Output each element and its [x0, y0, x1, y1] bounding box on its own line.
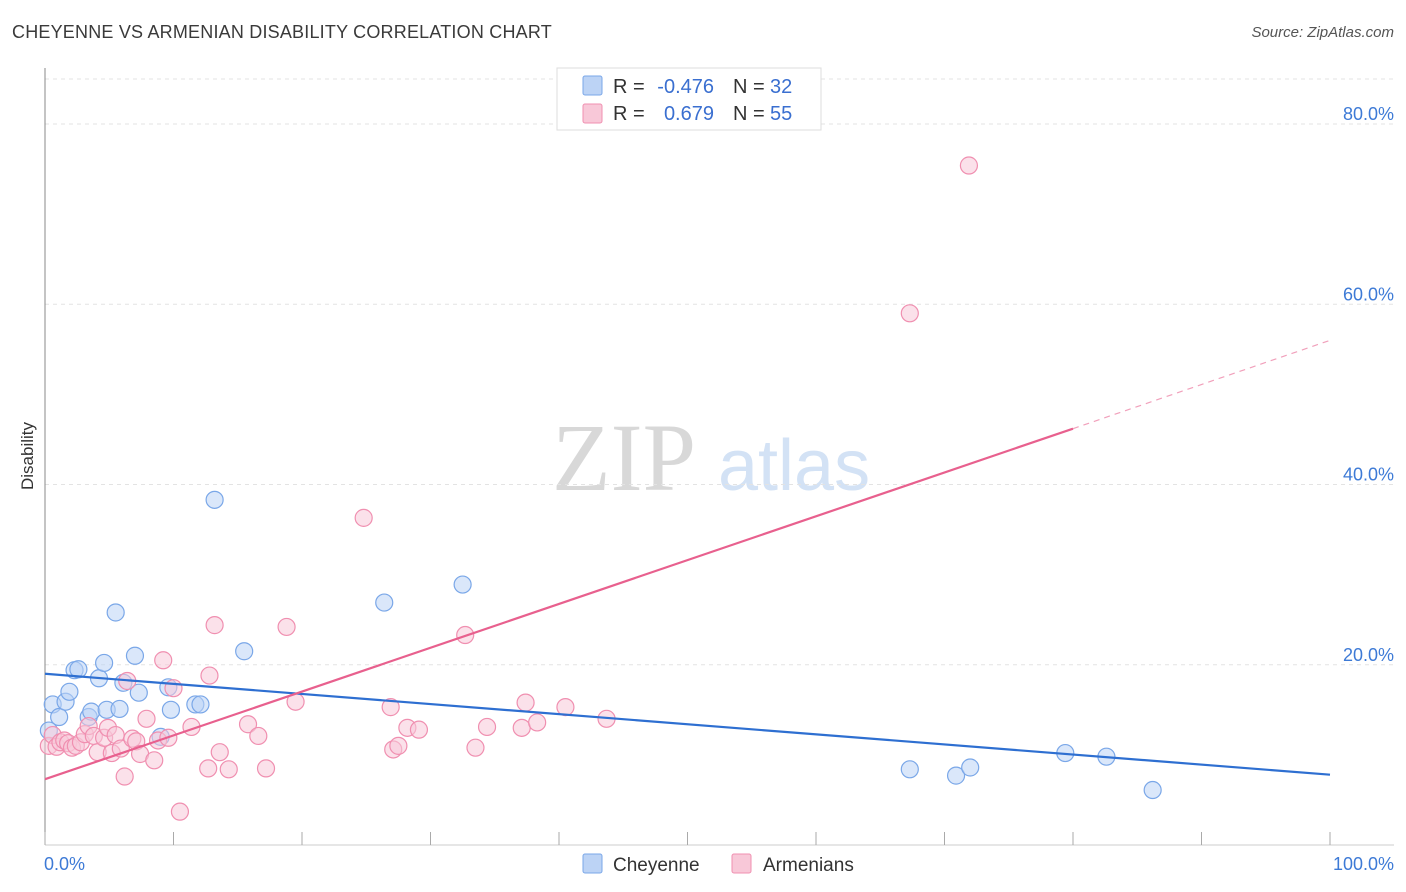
y-tick-label: 60.0% — [1343, 284, 1394, 304]
stats-r-value-armenians: 0.679 — [664, 103, 714, 125]
legend-swatch-cheyenne — [583, 854, 602, 873]
point-armenians — [155, 652, 172, 669]
point-armenians — [390, 737, 407, 754]
point-cheyenne — [901, 761, 918, 778]
point-cheyenne — [61, 683, 78, 700]
point-armenians — [529, 714, 546, 731]
legend-label-armenians: Armenians — [763, 855, 854, 876]
point-armenians — [200, 760, 217, 777]
scatter-chart: ZIP atlas 20.0% 40.0% 60.0% 80.0% 0.0% 100.… — [0, 0, 1406, 892]
y-tick-labels: 20.0% 40.0% 60.0% 80.0% — [1343, 104, 1394, 665]
point-armenians — [513, 719, 530, 736]
point-armenians — [410, 721, 427, 738]
point-cheyenne — [1144, 782, 1161, 799]
stats-r-value-cheyenne: -0.476 — [657, 76, 714, 98]
y-axis-title: Disability — [18, 421, 37, 490]
point-armenians — [146, 752, 163, 769]
point-armenians — [171, 803, 188, 820]
point-armenians — [165, 680, 182, 697]
trend-line-cheyenne — [45, 674, 1330, 775]
stats-n-label-cheyenne: N = — [733, 76, 765, 98]
point-cheyenne — [111, 700, 128, 717]
point-cheyenne — [96, 654, 113, 671]
x-ticks — [45, 832, 1330, 845]
point-armenians — [220, 761, 237, 778]
point-armenians — [467, 739, 484, 756]
point-armenians — [211, 744, 228, 761]
point-cheyenne — [162, 701, 179, 718]
stats-n-value-cheyenne: 32 — [770, 76, 792, 98]
point-cheyenne — [206, 491, 223, 508]
point-cheyenne — [376, 594, 393, 611]
point-armenians — [138, 710, 155, 727]
point-armenians — [557, 699, 574, 716]
point-armenians — [901, 305, 918, 322]
point-armenians — [355, 509, 372, 526]
point-cheyenne — [51, 709, 68, 726]
y-tick-label: 20.0% — [1343, 645, 1394, 665]
point-cheyenne — [126, 647, 143, 664]
stats-swatch-cheyenne — [583, 76, 602, 95]
legend-label-cheyenne: Cheyenne — [613, 855, 700, 876]
y-tick-label: 80.0% — [1343, 104, 1394, 124]
point-armenians — [960, 157, 977, 174]
trend-line-extension-armenians — [1073, 340, 1330, 428]
stats-box: R = -0.476 N = 32 R = 0.679 N = 55 — [557, 68, 821, 130]
stats-swatch-armenians — [583, 104, 602, 123]
stats-r-label-armenians: R = — [613, 103, 645, 125]
x-tick-label-right: 100.0% — [1333, 854, 1394, 874]
x-tick-label-left: 0.0% — [44, 854, 85, 874]
point-cheyenne — [107, 604, 124, 621]
point-armenians — [258, 760, 275, 777]
point-armenians — [206, 617, 223, 634]
point-cheyenne — [962, 759, 979, 776]
stats-n-value-armenians: 55 — [770, 103, 792, 125]
point-armenians — [278, 618, 295, 635]
point-armenians — [201, 667, 218, 684]
point-armenians — [517, 694, 534, 711]
point-armenians — [116, 768, 133, 785]
watermark-zip: ZIP — [552, 404, 696, 511]
grid — [45, 79, 1394, 665]
stats-r-label-cheyenne: R = — [613, 76, 645, 98]
point-armenians — [479, 718, 496, 735]
point-armenians — [250, 727, 267, 744]
watermark-atlas: atlas — [718, 426, 870, 506]
legend-swatch-armenians — [732, 854, 751, 873]
stats-n-label-armenians: N = — [733, 103, 765, 125]
point-cheyenne — [454, 576, 471, 593]
point-cheyenne — [236, 643, 253, 660]
y-tick-label: 40.0% — [1343, 465, 1394, 485]
point-cheyenne — [192, 696, 209, 713]
legend: Cheyenne Armenians — [583, 854, 854, 876]
watermark: ZIP atlas — [552, 404, 870, 511]
